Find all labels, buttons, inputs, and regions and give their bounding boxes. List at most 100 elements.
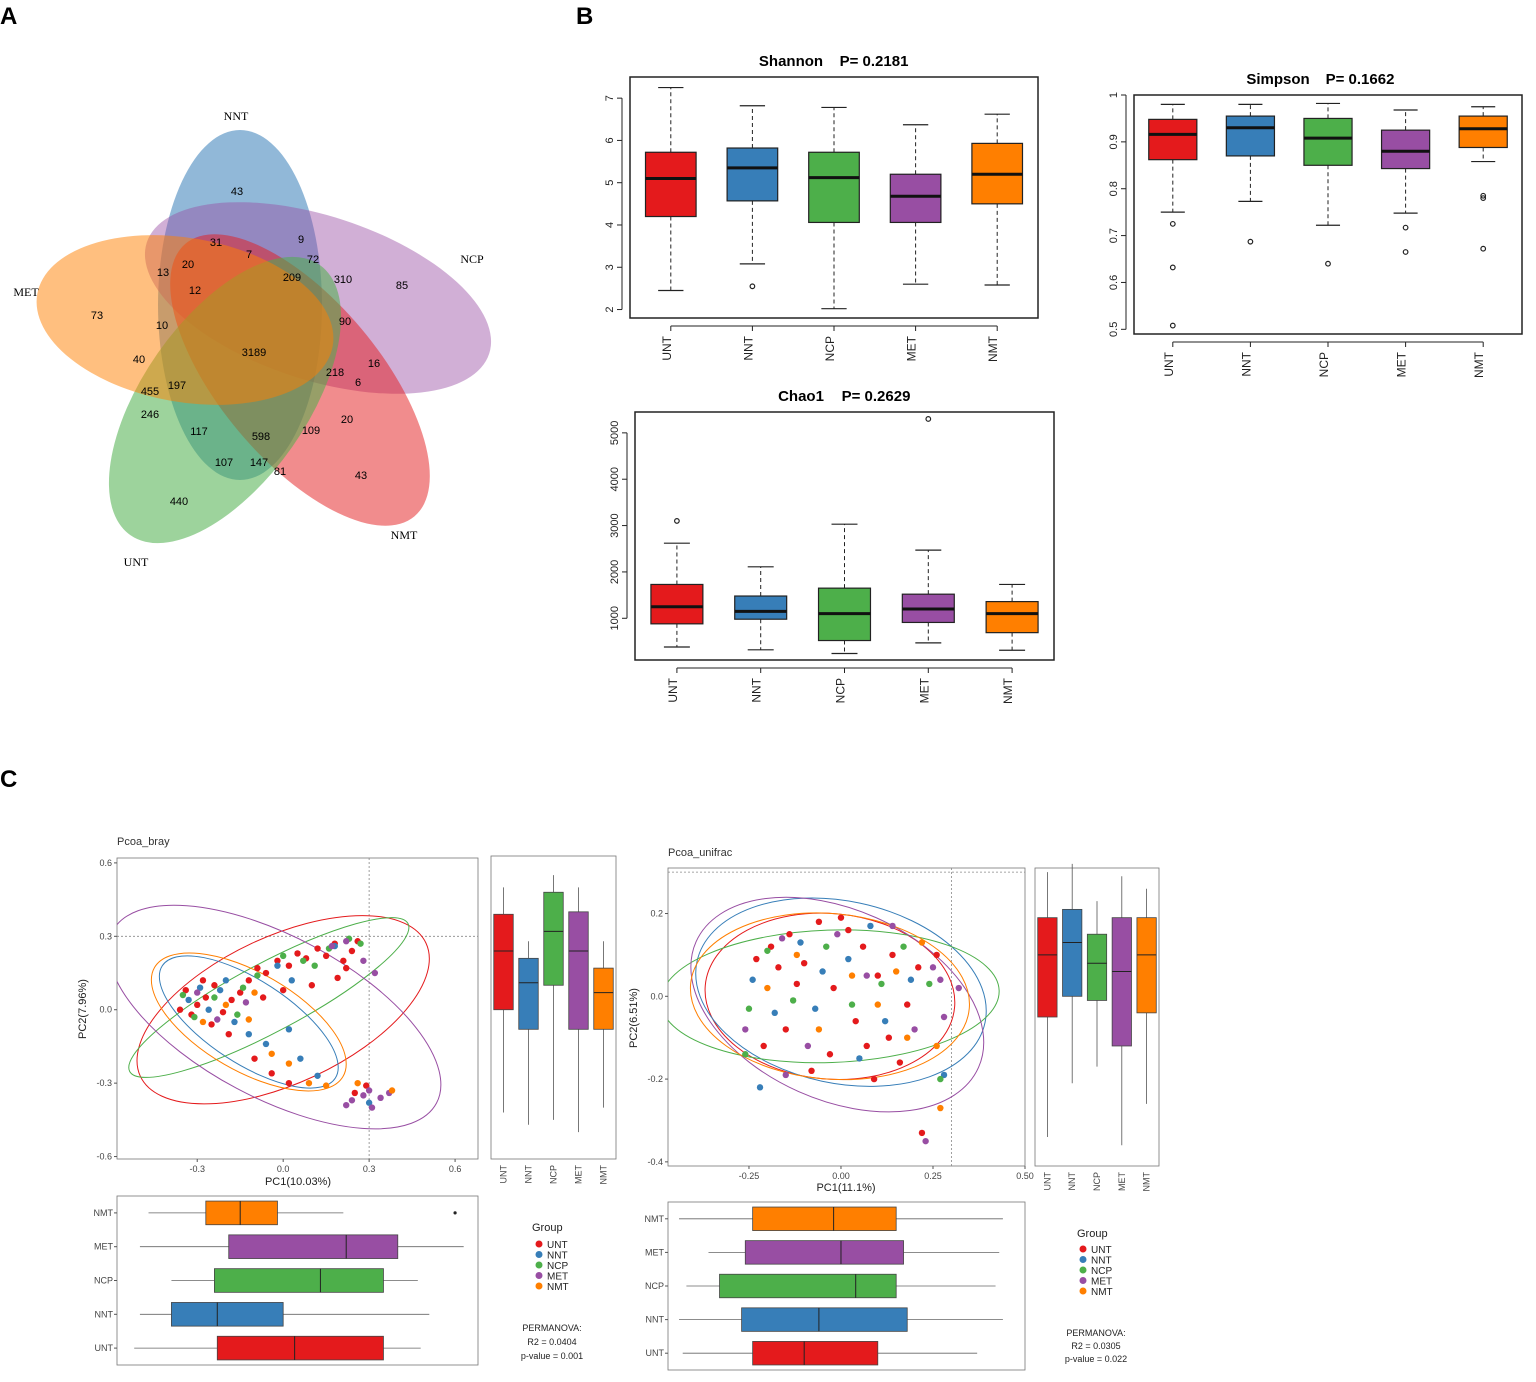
scatter-point-nnt: [274, 962, 281, 969]
scatter-point-unt: [285, 962, 293, 969]
scatter-point-unt: [826, 1051, 834, 1058]
venn-region-count: 9: [298, 234, 304, 246]
scatter-point-met: [343, 1101, 350, 1109]
scatter-point-ncp: [300, 957, 307, 964]
scatter-point-met: [940, 1013, 948, 1021]
venn-region-count: 85: [396, 280, 408, 292]
scatter-point-ncp: [211, 994, 218, 1001]
confidence-ellipse-nmt: [150, 952, 347, 1092]
scatter-point-met: [778, 935, 786, 942]
box-outlier: [1402, 249, 1409, 255]
venn-region-count: 81: [274, 466, 286, 478]
scatter-point-ncp: [764, 947, 771, 954]
scatter-point-nmt: [904, 1034, 911, 1041]
venn-region-count: 197: [168, 380, 186, 392]
confidence-ellipse-nnt: [695, 897, 987, 1087]
scatter-point-met: [929, 964, 937, 971]
scatter-point-nmt: [245, 1016, 252, 1023]
box-outlier: [1169, 264, 1176, 271]
scatter-point-ncp: [878, 980, 885, 988]
x-tick-label: NMT: [1472, 351, 1486, 378]
scatter-point-unt: [322, 952, 330, 960]
box-outlier: [1402, 224, 1409, 231]
venn-region-count: 209: [283, 272, 301, 284]
scatter-point-unt: [351, 1089, 359, 1097]
box-outlier: [1247, 238, 1254, 245]
chart-title: Pcoa_unifrac: [668, 847, 733, 859]
scatter-point-unt: [308, 982, 316, 989]
legend-label: UNT: [547, 1240, 568, 1251]
scatter-point-met: [242, 999, 250, 1006]
scatter-point-nnt: [314, 1072, 321, 1079]
scatter-point-met: [922, 1137, 929, 1145]
confidence-ellipse-nmt: [689, 912, 970, 1081]
legend-key-met: [535, 1272, 543, 1279]
y-tick-label: 1: [1108, 92, 1120, 98]
y-tick-label: 0.9: [1108, 134, 1120, 149]
legend-key-nnt: [1079, 1256, 1087, 1263]
y-tick-label: 0.5: [1108, 322, 1120, 337]
scatter-point-nmt: [848, 972, 856, 979]
bottom-box-tick-label: MET: [94, 1242, 114, 1252]
y-tick-label: -0.2: [647, 1074, 663, 1084]
bottom-box-ncp: [719, 1273, 897, 1299]
legend-key-met: [1079, 1277, 1087, 1284]
box-ncp: [808, 151, 860, 224]
scatter-point-met: [804, 1042, 812, 1050]
scatter-point-ncp: [357, 940, 364, 947]
box-ncp: [1303, 117, 1353, 166]
side-box-met: [568, 911, 589, 1030]
venn-label-ncp: NCP: [460, 252, 484, 266]
scatter-point-nmt: [918, 939, 926, 946]
side-box-unt: [493, 913, 514, 1011]
x-tick-label: 0.25: [924, 1171, 942, 1181]
scatter-point-unt: [904, 1001, 911, 1008]
scatter-point-unt: [259, 994, 267, 1001]
side-box-unt: [1037, 917, 1058, 1018]
chart-p-value: P= 0.2629: [842, 388, 911, 405]
bottom-box-tick-label: NNT: [646, 1315, 665, 1325]
scatter-point-ncp: [279, 952, 287, 960]
chart-title: Chao1: [778, 388, 824, 405]
scatter-point-unt: [228, 996, 235, 1004]
scatter-point-met: [194, 989, 201, 996]
scatter-point-nnt: [867, 922, 874, 930]
bottom-box-ncp: [214, 1268, 384, 1293]
side-box-tick-label: NCP: [549, 1165, 559, 1184]
scatter-point-nmt: [764, 984, 771, 992]
legend-key-ncp: [535, 1261, 543, 1269]
venn-region-count: 7: [246, 249, 252, 261]
x-tick-label: 0.3: [363, 1164, 376, 1174]
bottom-box-tick-label: NMT: [94, 1208, 114, 1218]
bottom-box-tick-label: NCP: [94, 1276, 113, 1286]
chart-p-value: P= 0.2181: [840, 53, 909, 70]
permanova-r2: R2 = 0.0305: [1071, 1341, 1120, 1351]
side-box-tick-label: NNT: [524, 1165, 534, 1184]
scatter-point-unt: [340, 957, 347, 964]
legend-title: Group: [1077, 1228, 1108, 1240]
venn-region-count: 10: [156, 320, 168, 332]
x-tick-label: MET: [905, 335, 919, 361]
scatter-point-nnt: [245, 1030, 252, 1038]
bottom-box-tick-label: UNT: [95, 1343, 114, 1353]
side-box-tick-label: NNT: [1067, 1172, 1077, 1191]
x-tick-label: UNT: [660, 335, 674, 360]
scatter-point-unt: [334, 974, 341, 982]
x-tick-label: MET: [1395, 351, 1409, 377]
scatter-point-unt: [918, 1129, 926, 1137]
scatter-point-unt: [830, 984, 837, 992]
permanova-label: PERMANOVA:: [1066, 1328, 1125, 1338]
scatter-point-unt: [889, 951, 896, 959]
simpson-boxplot: Simpson P= 0.1662 0.5 0.6 0.7 0.8 0.9 1 UNT NNT…: [1108, 71, 1523, 378]
scatter-point-unt: [348, 947, 356, 955]
scatter-point-met: [371, 969, 379, 977]
scatter-point-nnt: [819, 968, 826, 975]
scatter-point-nnt: [856, 1055, 863, 1062]
scatter-point-unt: [782, 1026, 789, 1033]
plot-frame: [116, 857, 479, 1160]
x-tick-label: 0.50: [1016, 1171, 1034, 1181]
venn-diagram: NNT NCP NMT UNT MET 43 85 73 440 43 3189…: [13, 109, 492, 569]
scatter-point-met: [377, 1094, 384, 1102]
y-tick-label: 7: [604, 95, 616, 101]
scatter-point-unt: [896, 1059, 904, 1066]
